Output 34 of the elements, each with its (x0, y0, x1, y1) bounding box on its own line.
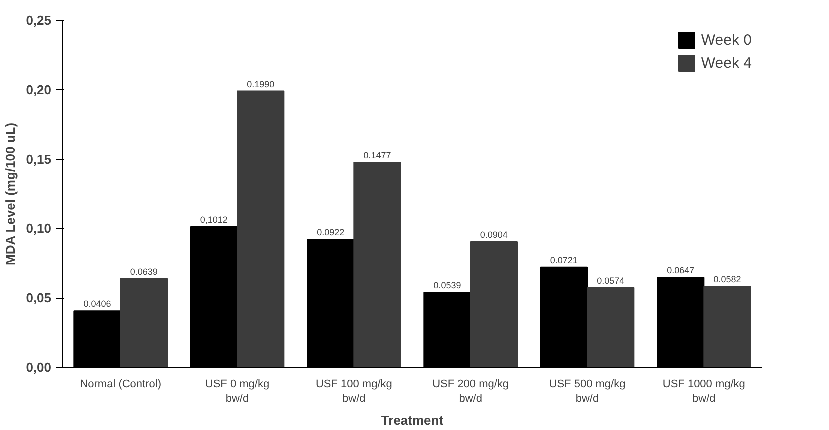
data-label: 0.0582 (714, 274, 742, 285)
data-label: 0.0922 (317, 228, 345, 238)
y-axis-title: MDA Level (mg/100 uL) (3, 122, 18, 266)
data-label: 0.0406 (84, 299, 112, 310)
data-label: 0.1477 (364, 150, 392, 160)
data-label: 0.1990 (247, 79, 275, 90)
bar (704, 286, 752, 368)
x-tick-label: USF 100 mg/kg bw/d (316, 378, 392, 405)
x-tick-label: USF 1000 mg/kg bw/d (662, 378, 746, 405)
y-tick-label: 0,05 (26, 290, 52, 306)
bar (470, 242, 518, 368)
bar (354, 162, 402, 368)
bar (120, 278, 168, 368)
y-tick-label: 0,25 (26, 13, 52, 28)
x-axis-title: Treatment (381, 412, 444, 428)
legend-label: Week 4 (701, 54, 752, 72)
bar (587, 287, 635, 368)
data-label: 0.0639 (130, 266, 158, 277)
bar (237, 90, 285, 368)
data-label: 0.0574 (597, 276, 625, 286)
x-tick-label: USF 0 mg/kg bw/d (205, 378, 270, 405)
data-label: 0.0721 (550, 255, 578, 266)
data-label: 0.0539 (434, 280, 462, 291)
x-tick-label: Normal (Control) (80, 378, 162, 390)
y-tick-label: 0,10 (26, 221, 52, 236)
x-tick-label: USF 500 mg/kg bw/d (549, 378, 626, 405)
data-label: 0.0647 (667, 266, 695, 276)
data-label: 0,1012 (200, 215, 228, 226)
y-tick-label: 0,00 (26, 360, 52, 375)
legend-label: Week 0 (701, 32, 752, 48)
data-label: 0.0904 (480, 230, 508, 240)
x-tick-label: USF 200 mg/kg bw/d (432, 378, 510, 405)
y-tick-label: 0,15 (26, 152, 52, 167)
y-tick-label: 0,20 (26, 82, 52, 98)
